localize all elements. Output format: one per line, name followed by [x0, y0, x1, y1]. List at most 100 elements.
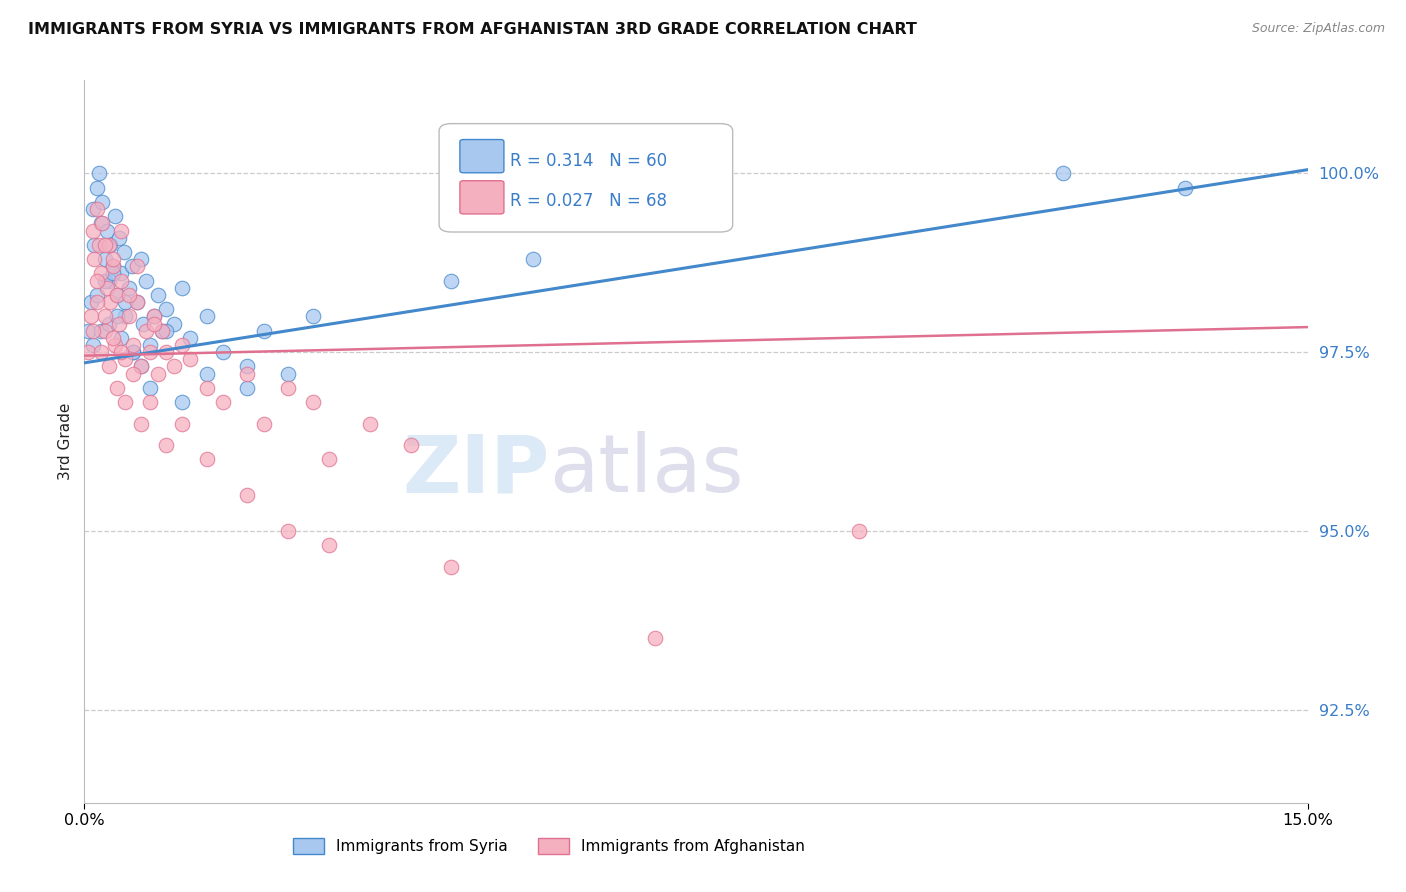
Point	[93, 274, 115, 288]
Point	[104, 338, 127, 352]
Point	[83, 252, 105, 266]
Point	[127, 295, 149, 310]
Point	[118, 288, 141, 302]
Point	[135, 274, 157, 288]
Text: IMMIGRANTS FROM SYRIA VS IMMIGRANTS FROM AFGHANISTAN 3RD GRADE CORRELATION CHART: IMMIGRANTS FROM SYRIA VS IMMIGRANTS FROM…	[28, 22, 917, 37]
Point	[138, 345, 160, 359]
Point	[82, 324, 104, 338]
Point	[100, 237, 122, 252]
Point	[97, 317, 120, 331]
Point	[131, 417, 153, 431]
Point	[110, 274, 132, 288]
Point	[236, 359, 259, 374]
Point	[195, 381, 218, 395]
Point	[212, 345, 235, 359]
Point	[146, 288, 169, 302]
Point	[131, 252, 153, 266]
Point	[110, 267, 132, 281]
Point	[142, 310, 165, 324]
Point	[77, 324, 100, 338]
Point	[122, 345, 145, 359]
Point	[212, 395, 235, 409]
Point	[150, 324, 173, 338]
Point	[172, 417, 194, 431]
Point	[172, 281, 194, 295]
Point	[86, 288, 108, 302]
Point	[127, 295, 149, 310]
Point	[101, 260, 124, 274]
Point	[82, 223, 104, 237]
Point	[114, 352, 136, 367]
Point	[399, 438, 422, 452]
Point	[121, 260, 143, 274]
Point	[236, 381, 259, 395]
Point	[83, 237, 105, 252]
Point	[90, 345, 112, 359]
Point	[195, 452, 218, 467]
Point	[110, 223, 132, 237]
Point	[114, 295, 136, 310]
Point	[253, 417, 276, 431]
Point	[146, 367, 169, 381]
Point	[142, 310, 165, 324]
FancyBboxPatch shape	[460, 181, 503, 214]
Point	[90, 216, 112, 230]
Point	[105, 288, 128, 302]
Point	[93, 252, 115, 266]
Point	[155, 438, 177, 452]
Point	[138, 381, 160, 395]
Text: Source: ZipAtlas.com: Source: ZipAtlas.com	[1251, 22, 1385, 36]
Point	[114, 310, 136, 324]
Point	[277, 381, 299, 395]
Point	[301, 395, 323, 409]
Point	[155, 345, 177, 359]
Point	[90, 267, 112, 281]
Point	[138, 338, 160, 352]
Point	[104, 209, 127, 223]
Point	[277, 524, 299, 538]
Point	[96, 281, 118, 295]
Point	[97, 274, 120, 288]
Point	[97, 359, 120, 374]
Point	[440, 559, 463, 574]
Point	[122, 338, 145, 352]
Point	[318, 538, 340, 552]
Point	[80, 295, 103, 310]
Point	[82, 202, 104, 216]
Point	[86, 180, 108, 194]
Point	[277, 367, 299, 381]
Point	[172, 395, 194, 409]
Point	[848, 524, 870, 538]
Point	[110, 345, 132, 359]
Point	[107, 230, 129, 244]
Point	[96, 223, 118, 237]
Point	[91, 194, 114, 209]
Point	[236, 367, 259, 381]
Text: atlas: atlas	[550, 432, 744, 509]
Point	[91, 216, 114, 230]
Point	[155, 324, 177, 338]
Text: R = 0.314   N = 60: R = 0.314 N = 60	[510, 153, 668, 170]
Point	[101, 331, 124, 345]
Point	[105, 288, 128, 302]
Point	[101, 260, 124, 274]
Point	[1052, 166, 1074, 180]
Point	[122, 345, 145, 359]
Text: R = 0.027   N = 68: R = 0.027 N = 68	[510, 192, 666, 210]
Point	[131, 359, 153, 374]
Point	[132, 317, 155, 331]
Point	[195, 310, 218, 324]
Point	[110, 331, 132, 345]
Point	[97, 237, 120, 252]
Point	[77, 345, 100, 359]
Point	[101, 252, 124, 266]
Point	[105, 381, 128, 395]
Point	[112, 244, 135, 259]
Point	[87, 166, 110, 180]
Point	[82, 338, 104, 352]
Text: ZIP: ZIP	[402, 432, 550, 509]
Point	[100, 295, 122, 310]
Point	[86, 274, 108, 288]
Point	[359, 417, 381, 431]
Point	[93, 237, 115, 252]
